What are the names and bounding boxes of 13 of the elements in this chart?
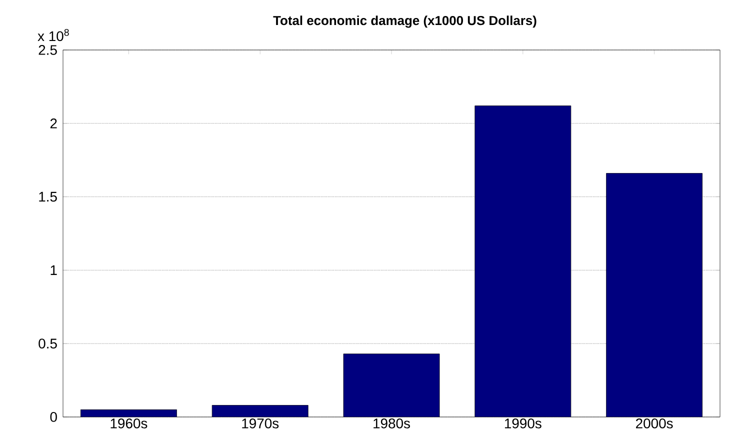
x-tick-label: 1970s bbox=[242, 418, 279, 428]
text: x 10$^{8}$ bbox=[38, 28, 69, 42]
x-tick-label: 2000s bbox=[636, 418, 673, 428]
x-tick-label: 1980s bbox=[374, 418, 410, 428]
y-tick-label: 1.5 bbox=[39, 192, 57, 202]
y-tick-label: 2 bbox=[50, 118, 57, 128]
y-tick-label: 0.5 bbox=[38, 338, 57, 349]
y-tick-label: 0 bbox=[50, 412, 57, 422]
y-tick-label: 1 bbox=[50, 265, 57, 275]
y-tick-label: 2.5 bbox=[38, 45, 57, 55]
chart-title: Total economic damage (x1000 US Dollars) bbox=[273, 16, 536, 28]
x-tick-label: 1960s bbox=[110, 418, 148, 428]
x-tick-label: 1990s bbox=[504, 418, 542, 428]
